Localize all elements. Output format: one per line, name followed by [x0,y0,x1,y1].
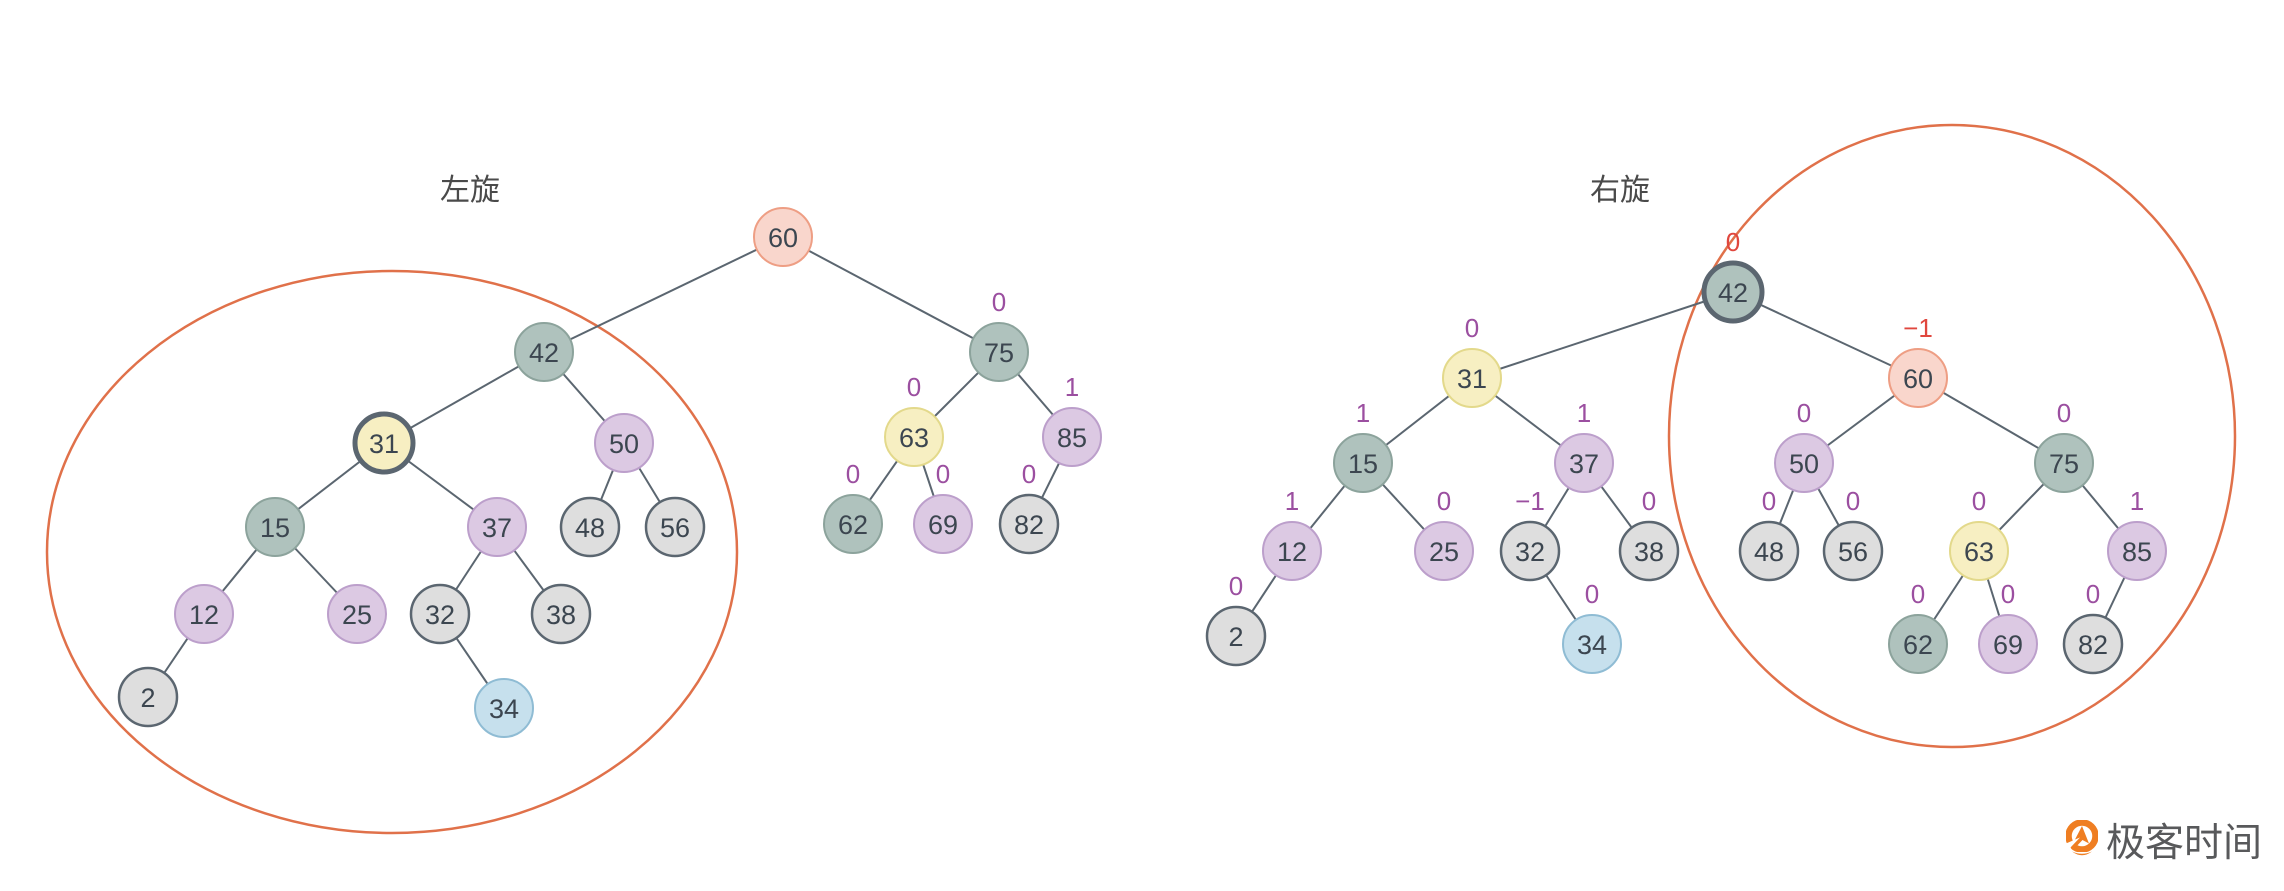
svg-text:0: 0 [846,459,860,489]
svg-text:60: 60 [1903,364,1933,394]
svg-text:0: 0 [1585,579,1599,609]
svg-text:0: 0 [1762,486,1776,516]
svg-text:37: 37 [1569,449,1599,479]
svg-text:1: 1 [1356,398,1370,428]
svg-text:1: 1 [2130,486,2144,516]
svg-text:62: 62 [1903,630,1933,660]
svg-text:0: 0 [1022,459,1036,489]
svg-text:0: 0 [1726,227,1740,257]
svg-text:48: 48 [1754,537,1784,567]
svg-text:左旋: 左旋 [440,174,500,207]
svg-text:0: 0 [1229,571,1243,601]
svg-text:34: 34 [1577,630,1607,660]
svg-text:50: 50 [609,429,639,459]
svg-text:−1: −1 [1903,313,1933,343]
svg-text:60: 60 [768,223,798,253]
svg-text:31: 31 [1457,364,1487,394]
svg-text:0: 0 [907,372,921,402]
svg-text:38: 38 [546,600,576,630]
svg-text:56: 56 [660,513,690,543]
svg-text:62: 62 [838,510,868,540]
svg-text:右旋: 右旋 [1590,174,1650,207]
svg-text:75: 75 [984,338,1014,368]
svg-text:0: 0 [1437,486,1451,516]
svg-text:85: 85 [1057,423,1087,453]
svg-text:75: 75 [2049,449,2079,479]
svg-text:0: 0 [2086,579,2100,609]
svg-text:0: 0 [2001,579,2015,609]
svg-text:0: 0 [1797,398,1811,428]
svg-text:69: 69 [928,510,958,540]
svg-text:82: 82 [1014,510,1044,540]
svg-text:32: 32 [1515,537,1545,567]
svg-text:−1: −1 [1515,486,1545,516]
svg-text:0: 0 [1846,486,1860,516]
svg-text:15: 15 [1348,449,1378,479]
svg-text:12: 12 [1277,537,1307,567]
svg-text:0: 0 [1972,486,1986,516]
svg-text:48: 48 [575,513,605,543]
svg-text:63: 63 [1964,537,1994,567]
svg-text:2: 2 [1228,622,1243,652]
svg-text:38: 38 [1634,537,1664,567]
svg-text:15: 15 [260,513,290,543]
svg-text:42: 42 [529,338,559,368]
svg-text:34: 34 [489,694,519,724]
svg-text:42: 42 [1718,278,1748,308]
svg-text:32: 32 [425,600,455,630]
svg-text:0: 0 [992,287,1006,317]
svg-text:63: 63 [899,423,929,453]
svg-text:1: 1 [1065,372,1079,402]
svg-text:12: 12 [189,600,219,630]
svg-text:极客时间: 极客时间 [2106,822,2262,865]
svg-text:37: 37 [482,513,512,543]
svg-text:50: 50 [1789,449,1819,479]
svg-text:25: 25 [1429,537,1459,567]
svg-text:2: 2 [140,683,155,713]
svg-text:1: 1 [1285,486,1299,516]
svg-text:85: 85 [2122,537,2152,567]
svg-text:0: 0 [1465,313,1479,343]
svg-text:25: 25 [342,600,372,630]
svg-text:69: 69 [1993,630,2023,660]
svg-text:0: 0 [936,459,950,489]
svg-text:82: 82 [2078,630,2108,660]
svg-text:56: 56 [1838,537,1868,567]
svg-text:0: 0 [1642,486,1656,516]
svg-text:0: 0 [2057,398,2071,428]
svg-text:0: 0 [1911,579,1925,609]
svg-text:1: 1 [1577,398,1591,428]
svg-text:31: 31 [369,429,399,459]
